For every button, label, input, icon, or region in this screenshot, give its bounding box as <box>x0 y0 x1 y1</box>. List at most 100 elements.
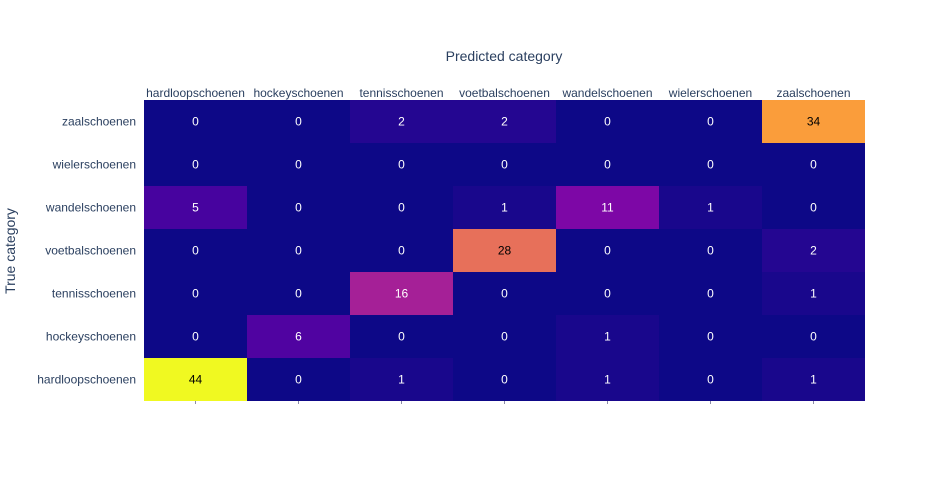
heatmap-cell <box>350 272 453 315</box>
cell-value-label: 2 <box>398 115 405 129</box>
x-tick-label: hockeyschoenen <box>253 86 343 100</box>
cell-value-label: 0 <box>295 287 302 301</box>
cell-value-label: 0 <box>707 244 714 258</box>
x-tick-label: wielerschoenen <box>668 86 752 100</box>
y-tick-label: wielerschoenen <box>52 158 136 172</box>
heatmap-cell <box>350 315 453 358</box>
heatmap-cell <box>453 143 556 186</box>
cell-value-label: 28 <box>498 244 512 258</box>
heatmap-cells <box>144 100 865 401</box>
cell-value-label: 0 <box>398 158 405 172</box>
heatmap-cell <box>144 229 247 272</box>
heatmap-cell <box>762 229 865 272</box>
y-tick-label: tennisschoenen <box>52 287 136 301</box>
heatmap-cell <box>659 229 762 272</box>
x-axis-ticks <box>195 401 814 404</box>
cell-value-label: 0 <box>707 330 714 344</box>
x-tick-label: tennisschoenen <box>359 86 443 100</box>
heatmap-cell <box>659 272 762 315</box>
cell-value-label: 16 <box>395 287 409 301</box>
cell-value-label: 0 <box>192 115 199 129</box>
heatmap-cell <box>556 229 659 272</box>
heatmap-cell <box>659 100 762 143</box>
cell-value-label: 0 <box>192 158 199 172</box>
heatmap-cell <box>453 100 556 143</box>
cell-value-label: 1 <box>810 287 817 301</box>
cell-value-label: 0 <box>707 115 714 129</box>
y-tick-label: zaalschoenen <box>62 115 136 129</box>
cell-value-label: 2 <box>810 244 817 258</box>
y-tick-label: wandelschoenen <box>45 201 136 215</box>
cell-value-label: 0 <box>810 201 817 215</box>
heatmap-cell <box>453 358 556 401</box>
heatmap-cell <box>762 315 865 358</box>
heatmap-cell <box>556 143 659 186</box>
heatmap-cell <box>556 272 659 315</box>
x-tick-label: voetbalschoenen <box>459 86 550 100</box>
heatmap-cell <box>144 358 247 401</box>
heatmap-cell <box>350 358 453 401</box>
cell-value-label: 0 <box>501 287 508 301</box>
heatmap-cell <box>762 186 865 229</box>
cell-value-label: 0 <box>604 158 611 172</box>
cell-value-label: 1 <box>398 373 405 387</box>
heatmap-cell <box>247 143 350 186</box>
heatmap-cell <box>350 229 453 272</box>
cell-value-label: 0 <box>295 158 302 172</box>
x-tick-label: hardloopschoenen <box>146 86 245 100</box>
heatmap-cell <box>247 186 350 229</box>
cell-value-label: 0 <box>192 244 199 258</box>
cell-value-label: 0 <box>604 244 611 258</box>
heatmap-cell <box>659 315 762 358</box>
heatmap-cell <box>453 272 556 315</box>
y-tick-label: voetbalschoenen <box>45 244 136 258</box>
heatmap-cell <box>144 186 247 229</box>
cell-value-label: 34 <box>807 115 821 129</box>
cell-value-label: 0 <box>707 158 714 172</box>
heatmap-cell <box>247 272 350 315</box>
cell-value-label: 0 <box>398 201 405 215</box>
cell-value-label: 0 <box>295 115 302 129</box>
cell-value-label: 1 <box>810 373 817 387</box>
x-tick-label: wandelschoenen <box>561 86 652 100</box>
x-axis-tick-labels: hardloopschoenen hockeyschoenen tennisscho… <box>146 86 850 100</box>
cell-value-label: 0 <box>604 287 611 301</box>
x-tick-label: zaalschoenen <box>776 86 850 100</box>
cell-value-label: 0 <box>810 158 817 172</box>
cell-value-label: 0 <box>295 201 302 215</box>
heatmap-cell <box>453 186 556 229</box>
cell-value-label: 0 <box>501 158 508 172</box>
cell-value-label: 1 <box>707 201 714 215</box>
cell-value-label: 0 <box>501 373 508 387</box>
cell-value-label: 1 <box>604 373 611 387</box>
cell-value-label: 0 <box>501 330 508 344</box>
heatmap-cell <box>556 358 659 401</box>
y-tick-label: hardloopschoenen <box>37 373 136 387</box>
heatmap-cell <box>453 315 556 358</box>
heatmap-cell <box>350 186 453 229</box>
heatmap-cell <box>247 315 350 358</box>
heatmap-cell <box>453 229 556 272</box>
heatmap-cell <box>144 272 247 315</box>
cell-value-label: 0 <box>295 244 302 258</box>
cell-value-label: 6 <box>295 330 302 344</box>
heatmap-cell <box>762 358 865 401</box>
heatmap-cell-labels: 0 0 2 2 0 0 340 0 0 0 0 0 05 0 0 1 11 1 00 0 0 28 0 0 20 0 16 0 0 0 10… <box>189 115 821 387</box>
cell-value-label: 0 <box>295 373 302 387</box>
cell-value-label: 0 <box>398 244 405 258</box>
cell-value-label: 5 <box>192 201 199 215</box>
heatmap-cell <box>144 100 247 143</box>
cell-value-label: 44 <box>189 373 203 387</box>
heatmap-cell <box>762 272 865 315</box>
heatmap-cell <box>659 358 762 401</box>
cell-value-label: 1 <box>604 330 611 344</box>
y-axis-tick-labels: zaalschoenen wielerschoenen wandelschoenen… <box>37 115 136 387</box>
cell-value-label: 0 <box>192 287 199 301</box>
heatmap-cell <box>247 100 350 143</box>
heatmap-cell <box>762 100 865 143</box>
x-axis-title: Predicted category <box>446 48 563 64</box>
cell-value-label: 2 <box>501 115 508 129</box>
heatmap-cell <box>144 315 247 358</box>
heatmap-cell <box>144 143 247 186</box>
